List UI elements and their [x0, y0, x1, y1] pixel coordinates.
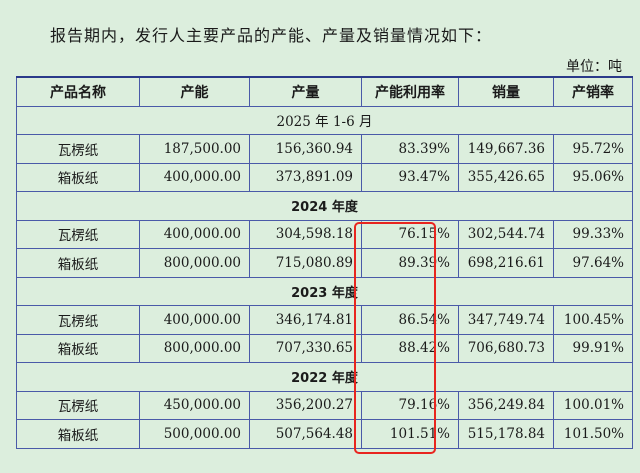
cell-product: 箱板纸 [16, 419, 140, 449]
cell-sales: 149,667.36 [458, 134, 554, 164]
table-row: 箱板纸 800,000.00 715,080.89 89.39% 698,216… [16, 248, 633, 278]
header-capacity: 产能 [139, 76, 250, 107]
cell-capacity: 400,000.00 [139, 305, 250, 335]
header-output: 产量 [249, 76, 362, 107]
cell-product: 瓦楞纸 [16, 390, 140, 420]
table-row: 瓦楞纸 400,000.00 304,598.18 76.15% 302,544… [16, 219, 633, 249]
cell-utilization: 93.47% [361, 162, 459, 192]
cell-capacity: 800,000.00 [139, 333, 250, 363]
section-label: 2022 年度 [16, 362, 633, 392]
section-label: 2024 年度 [16, 191, 633, 221]
cell-output: 356,200.27 [249, 390, 362, 420]
cell-sales-rate: 99.33% [553, 219, 633, 249]
cell-product: 箱板纸 [16, 333, 140, 363]
cell-product: 瓦楞纸 [16, 305, 140, 335]
cell-product: 瓦楞纸 [16, 219, 140, 249]
cell-capacity: 400,000.00 [139, 219, 250, 249]
section-label: 2023 年度 [16, 276, 633, 306]
section-row: 2024 年度 [16, 191, 633, 221]
table-row: 瓦楞纸 450,000.00 356,200.27 79.16% 356,249… [16, 390, 633, 420]
cell-sales-rate: 99.91% [553, 333, 633, 363]
cell-sales: 347,749.74 [458, 305, 554, 335]
intro-text: 报告期内，发行人主要产品的产能、产量及销量情况如下： [50, 26, 493, 45]
cell-capacity: 450,000.00 [139, 390, 250, 420]
cell-sales: 302,544.74 [458, 219, 554, 249]
cell-utilization: 79.16% [361, 390, 459, 420]
unit-label: 单位：吨 [566, 59, 622, 75]
cell-capacity: 187,500.00 [139, 134, 250, 164]
cell-sales-rate: 101.50% [553, 419, 633, 449]
cell-product: 瓦楞纸 [16, 134, 140, 164]
cell-sales: 706,680.73 [458, 333, 554, 363]
capacity-table-container: 产品名称 产能 产量 产能利用率 销量 产销率 2025 年 1-6 月 瓦楞纸… [16, 76, 633, 449]
cell-utilization: 76.15% [361, 219, 459, 249]
cell-output: 346,174.81 [249, 305, 362, 335]
section-row: 2025 年 1-6 月 [16, 105, 633, 135]
cell-utilization: 89.39% [361, 248, 459, 278]
section-row: 2022 年度 [16, 362, 633, 392]
cell-output: 304,598.18 [249, 219, 362, 249]
cell-product: 箱板纸 [16, 162, 140, 192]
cell-sales-rate: 97.64% [553, 248, 633, 278]
cell-sales: 698,216.61 [458, 248, 554, 278]
header-product-name: 产品名称 [16, 76, 140, 107]
cell-sales: 355,426.65 [458, 162, 554, 192]
cell-product: 箱板纸 [16, 248, 140, 278]
cell-sales-rate: 95.72% [553, 134, 633, 164]
cell-utilization: 88.42% [361, 333, 459, 363]
table-header-row: 产品名称 产能 产量 产能利用率 销量 产销率 [16, 76, 633, 107]
cell-sales-rate: 100.01% [553, 390, 633, 420]
table-row: 箱板纸 500,000.00 507,564.48 101.51% 515,17… [16, 419, 633, 449]
cell-capacity: 400,000.00 [139, 162, 250, 192]
table-row: 瓦楞纸 400,000.00 346,174.81 86.54% 347,749… [16, 305, 633, 335]
cell-output: 373,891.09 [249, 162, 362, 192]
cell-utilization: 86.54% [361, 305, 459, 335]
cell-output: 715,080.89 [249, 248, 362, 278]
cell-capacity: 500,000.00 [139, 419, 250, 449]
cell-sales-rate: 100.45% [553, 305, 633, 335]
header-sales: 销量 [458, 76, 554, 107]
section-label: 2025 年 1-6 月 [16, 105, 633, 135]
cell-output: 707,330.65 [249, 333, 362, 363]
header-utilization: 产能利用率 [361, 76, 459, 107]
cell-utilization: 83.39% [361, 134, 459, 164]
section-row: 2023 年度 [16, 276, 633, 306]
table-row: 箱板纸 800,000.00 707,330.65 88.42% 706,680… [16, 333, 633, 363]
cell-sales-rate: 95.06% [553, 162, 633, 192]
cell-capacity: 800,000.00 [139, 248, 250, 278]
header-sales-rate: 产销率 [553, 76, 633, 107]
table-row: 瓦楞纸 187,500.00 156,360.94 83.39% 149,667… [16, 134, 633, 164]
capacity-table: 产品名称 产能 产量 产能利用率 销量 产销率 2025 年 1-6 月 瓦楞纸… [16, 76, 633, 449]
cell-utilization: 101.51% [361, 419, 459, 449]
cell-sales: 356,249.84 [458, 390, 554, 420]
cell-sales: 515,178.84 [458, 419, 554, 449]
table-row: 箱板纸 400,000.00 373,891.09 93.47% 355,426… [16, 162, 633, 192]
cell-output: 507,564.48 [249, 419, 362, 449]
cell-output: 156,360.94 [249, 134, 362, 164]
